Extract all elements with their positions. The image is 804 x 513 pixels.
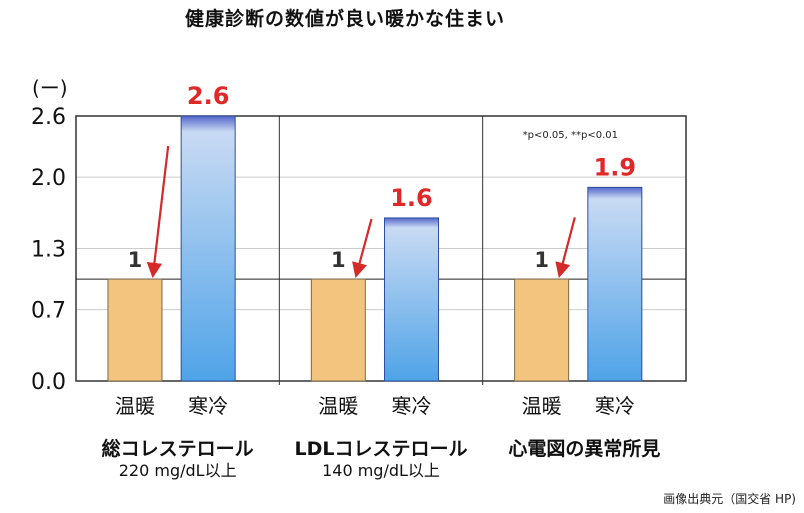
group-title: 心電図の異常所見 (508, 437, 660, 460)
bar-value-label-warm: 1 (331, 248, 346, 272)
bar-value-label-cold: 2.6 (187, 82, 230, 110)
group-subtitle: 140 mg/dL以上 (322, 461, 440, 480)
bar-cold (180, 115, 236, 382)
bar-value-label-cold: 1.9 (594, 153, 637, 181)
y-tick-label: 2.0 (31, 166, 66, 191)
bar-warm (310, 278, 366, 382)
trend-arrow (146, 145, 170, 279)
bar-warm (107, 278, 163, 382)
x-category-label: 温暖 (318, 394, 358, 418)
bar-warm (514, 278, 570, 382)
source-note: 画像出典元（国交省 HP) (663, 492, 796, 506)
y-tick-label: 0.0 (31, 370, 66, 395)
group-subtitle: 220 mg/dL以上 (119, 461, 237, 480)
y-tick-label: 1.3 (31, 238, 66, 263)
significance-note: *p<0.05, **p<0.01 (523, 130, 618, 141)
trend-arrow (555, 217, 576, 279)
x-category-label: 寒冷 (392, 394, 432, 418)
group-title: LDLコレステロール (295, 438, 468, 460)
group-title: 総コレステロール (102, 437, 254, 460)
bar-value-label-warm: 1 (534, 248, 549, 272)
bar-value-label-warm: 1 (128, 248, 143, 272)
x-category-label: 寒冷 (595, 394, 635, 418)
bar-cold (587, 186, 643, 382)
plot-frame (75, 115, 687, 382)
chart-title: 健康診断の数値が良い暖かな住まい (184, 8, 505, 30)
x-category-label: 温暖 (522, 394, 562, 418)
y-tick-label: 0.7 (31, 299, 66, 324)
bar-value-label-cold: 1.6 (390, 184, 433, 212)
x-category-label: 寒冷 (188, 394, 228, 418)
bar-cold (384, 217, 439, 382)
x-category-label: 温暖 (115, 394, 155, 418)
y-tick-label: 2.6 (31, 105, 66, 130)
trend-arrow (352, 218, 373, 279)
y-unit-label: (ー) (32, 76, 68, 100)
